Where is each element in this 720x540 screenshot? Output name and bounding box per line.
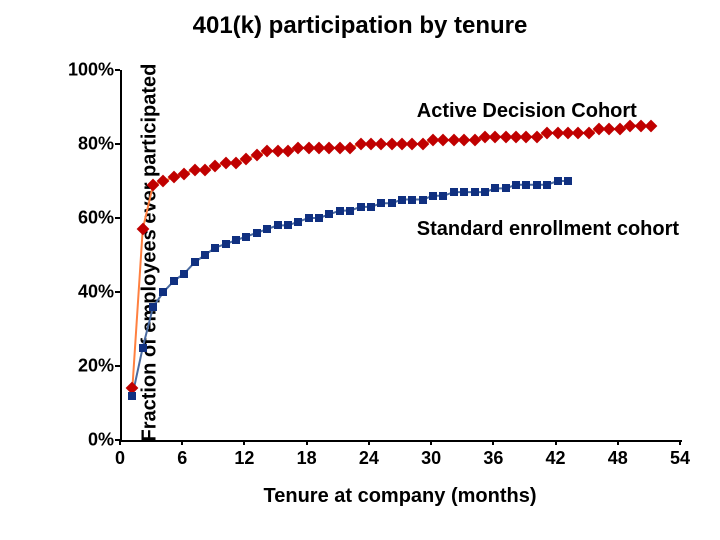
square-marker	[149, 303, 157, 311]
square-marker	[242, 233, 250, 241]
chart-title: 401(k) participation by tenure	[0, 12, 720, 40]
chart-annotation: Standard enrollment cohort	[417, 218, 679, 241]
xtick-label: 48	[608, 448, 628, 469]
square-marker	[191, 258, 199, 266]
square-marker	[274, 221, 282, 229]
square-marker	[325, 210, 333, 218]
square-marker	[429, 192, 437, 200]
xtick-label: 0	[115, 448, 125, 469]
ytick-mark	[115, 291, 120, 293]
xtick-label: 24	[359, 448, 379, 469]
square-marker	[450, 188, 458, 196]
square-marker	[159, 288, 167, 296]
ytick-label: 20%	[54, 356, 114, 377]
square-marker	[398, 196, 406, 204]
square-marker	[460, 188, 468, 196]
xtick-mark	[306, 440, 308, 445]
ytick-mark	[115, 143, 120, 145]
chart-root: 401(k) participation by tenure Fraction …	[0, 0, 720, 540]
ytick-label: 40%	[54, 282, 114, 303]
square-marker	[232, 236, 240, 244]
square-marker	[367, 203, 375, 211]
ytick-mark	[115, 69, 120, 71]
square-marker	[471, 188, 479, 196]
ytick-label: 100%	[54, 60, 114, 81]
xtick-mark	[119, 440, 121, 445]
square-marker	[211, 244, 219, 252]
square-marker	[554, 177, 562, 185]
xtick-mark	[430, 440, 432, 445]
square-marker	[305, 214, 313, 222]
square-marker	[512, 181, 520, 189]
square-marker	[533, 181, 541, 189]
square-marker	[201, 251, 209, 259]
xtick-label: 12	[234, 448, 254, 469]
xtick-mark	[181, 440, 183, 445]
xtick-mark	[368, 440, 370, 445]
square-marker	[377, 199, 385, 207]
ytick-label: 60%	[54, 208, 114, 229]
xtick-mark	[492, 440, 494, 445]
square-marker	[491, 184, 499, 192]
square-marker	[439, 192, 447, 200]
square-marker	[543, 181, 551, 189]
square-marker	[346, 207, 354, 215]
square-marker	[522, 181, 530, 189]
square-marker	[139, 344, 147, 352]
ytick-label: 0%	[54, 430, 114, 451]
xtick-label: 36	[483, 448, 503, 469]
square-marker	[128, 392, 136, 400]
x-axis-label: Tenure at company (months)	[120, 485, 680, 508]
xtick-mark	[243, 440, 245, 445]
square-marker	[481, 188, 489, 196]
square-marker	[315, 214, 323, 222]
square-marker	[357, 203, 365, 211]
xtick-label: 6	[177, 448, 187, 469]
square-marker	[388, 199, 396, 207]
xtick-label: 30	[421, 448, 441, 469]
xtick-mark	[679, 440, 681, 445]
square-marker	[294, 218, 302, 226]
square-marker	[222, 240, 230, 248]
square-marker	[408, 196, 416, 204]
square-marker	[564, 177, 572, 185]
xtick-label: 18	[297, 448, 317, 469]
xtick-label: 42	[546, 448, 566, 469]
square-marker	[284, 221, 292, 229]
square-marker	[336, 207, 344, 215]
ytick-mark	[115, 217, 120, 219]
ytick-mark	[115, 365, 120, 367]
xtick-mark	[617, 440, 619, 445]
xtick-mark	[555, 440, 557, 445]
square-marker	[170, 277, 178, 285]
xtick-label: 54	[670, 448, 690, 469]
ytick-label: 80%	[54, 134, 114, 155]
square-marker	[180, 270, 188, 278]
square-marker	[253, 229, 261, 237]
square-marker	[502, 184, 510, 192]
chart-annotation: Active Decision Cohort	[417, 100, 637, 123]
square-marker	[263, 225, 271, 233]
plot-area	[120, 70, 682, 442]
square-marker	[419, 196, 427, 204]
